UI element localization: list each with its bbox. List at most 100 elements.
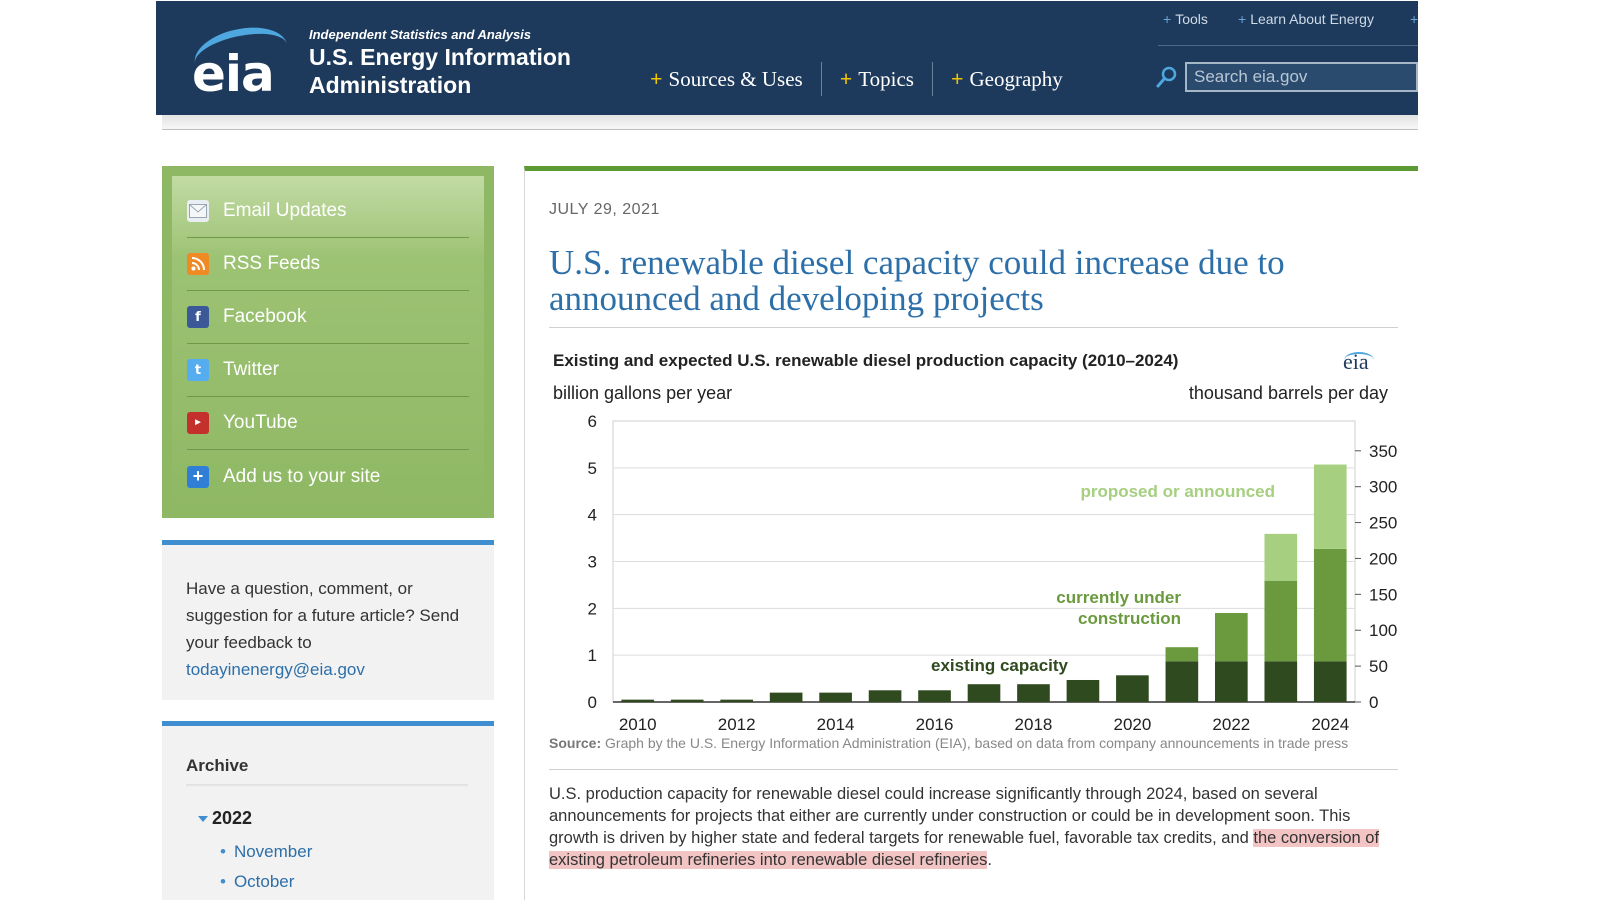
archive-month-label: November	[233, 842, 313, 861]
bar-segment	[918, 690, 951, 702]
social-label: YouTube	[223, 412, 298, 433]
annotation-existing: existing capacity	[931, 656, 1069, 675]
bar-segment	[621, 699, 655, 702]
plus-icon: +	[650, 66, 663, 91]
annotation-under-construction-1: currently under	[1056, 588, 1181, 607]
x-tick-label: 2020	[1113, 715, 1151, 734]
y-tick-label: 5	[588, 459, 597, 478]
site-header: eia Independent Statistics and Analysis …	[156, 1, 1418, 115]
article-title: U.S. renewable diesel capacity could inc…	[549, 243, 1285, 318]
feedback-box: Have a question, comment, or suggestion …	[162, 540, 494, 700]
bar-segment	[1165, 661, 1199, 702]
article-panel: JULY 29, 2021 U.S. renewable diesel capa…	[524, 166, 1418, 900]
tagline: Independent Statistics and Analysis	[309, 27, 532, 42]
y-right-tick-label: 50	[1369, 657, 1388, 676]
bar-segment	[1313, 661, 1347, 702]
feedback-email-link[interactable]: todayinenergy@eia.gov	[186, 660, 365, 679]
y-tick-label: 6	[588, 412, 597, 431]
archive-month-label: October	[233, 872, 295, 891]
youtube-icon: ▶	[187, 412, 209, 434]
org-name[interactable]: U.S. Energy Information Administration	[309, 44, 571, 98]
social-label: Twitter	[223, 359, 279, 380]
bullet-icon: •	[220, 872, 226, 891]
x-tick-label: 2018	[1015, 715, 1053, 734]
social-item-youtube[interactable]: ▶ YouTube	[187, 397, 469, 450]
util-link-more[interactable]: +	[1410, 11, 1422, 27]
y-tick-label: 4	[588, 506, 597, 525]
y-tick-label: 3	[588, 553, 597, 572]
bar-segment	[769, 692, 803, 702]
util-divider	[1158, 45, 1418, 46]
archive-year-2022[interactable]: 2022	[198, 808, 252, 829]
bar-segment	[720, 699, 753, 702]
social-item-facebook[interactable]: f Facebook	[187, 291, 469, 344]
article-date: JULY 29, 2021	[549, 201, 660, 218]
eia-logo[interactable]: eia	[186, 19, 293, 105]
bar-segment	[670, 699, 704, 702]
chart-ylabel-right: thousand barrels per day	[1188, 383, 1388, 403]
social-links-box: Email Updates RSS Feeds f Facebook t Twi…	[162, 166, 494, 518]
annotation-proposed: proposed or announced	[1080, 482, 1275, 501]
x-tick-label: 2016	[916, 715, 954, 734]
bar-segment	[1215, 661, 1248, 702]
social-label: Email Updates	[223, 200, 347, 221]
twitter-icon: t	[187, 359, 209, 381]
facebook-icon: f	[187, 306, 209, 328]
util-link-learn[interactable]: + Learn About Energy	[1238, 11, 1374, 27]
y-right-tick-label: 200	[1369, 549, 1397, 568]
bar-segment	[1264, 661, 1298, 702]
body-text-plain: U.S. production capacity for renewable d…	[549, 785, 1351, 847]
expand-triangle-icon	[198, 816, 208, 823]
nav-geography[interactable]: + Geography	[933, 61, 1081, 97]
bar-segment	[1165, 647, 1199, 662]
social-label: Facebook	[223, 306, 307, 327]
social-links-list: Email Updates RSS Feeds f Facebook t Twi…	[172, 176, 484, 508]
util-link-tools[interactable]: + Tools	[1163, 11, 1208, 27]
nav-divider	[820, 62, 822, 96]
feedback-prompt: Have a question, comment, or suggestion …	[186, 579, 460, 652]
title-divider	[549, 327, 1398, 328]
y-right-tick-label: 150	[1369, 585, 1397, 604]
bar-segment	[1264, 533, 1298, 581]
x-tick-label: 2010	[619, 715, 657, 734]
social-item-twitter[interactable]: t Twitter	[187, 344, 469, 397]
nav-sources-uses[interactable]: + Sources & Uses	[632, 61, 821, 97]
rss-icon	[187, 253, 209, 275]
chart: 0 1 2 3 4 5 6 0 50 100 150 200 250 300 350 2010 2012 2014…	[588, 412, 1398, 734]
chart-title: Existing and expected U.S. renewable die…	[553, 351, 1179, 370]
social-item-add[interactable]: + Add us to your site	[187, 450, 469, 503]
plus-icon: +	[1238, 11, 1247, 27]
source-text: Graph by the U.S. Energy Information Adm…	[605, 735, 1349, 751]
y-tick-label: 2	[588, 599, 597, 618]
social-label: Add us to your site	[223, 465, 381, 487]
x-tick-label: 2024	[1311, 715, 1349, 734]
bar-segment	[1313, 548, 1347, 662]
archive-divider	[186, 784, 468, 787]
bar-segment	[967, 684, 1001, 702]
y-tick-label: 1	[588, 646, 597, 665]
logo-text: eia	[192, 45, 275, 103]
bar-segment	[1215, 613, 1248, 662]
plus-icon: +	[1410, 11, 1419, 27]
search-icon[interactable]	[1156, 65, 1178, 89]
y-right-tick-label: 0	[1369, 693, 1378, 712]
archive-month-november[interactable]: • November	[220, 842, 312, 862]
bar-segment	[868, 690, 902, 702]
social-item-rss[interactable]: RSS Feeds	[187, 238, 469, 291]
search-input[interactable]	[1185, 62, 1418, 92]
main-nav: + Sources & Uses + Topics + Geography	[632, 61, 1081, 97]
chart-source: Source: Graph by the U.S. Energy Informa…	[549, 735, 1394, 751]
chart-eia-logo: eia	[1343, 349, 1374, 374]
social-item-email[interactable]: Email Updates	[187, 185, 469, 238]
bar-segment	[1017, 684, 1050, 702]
article-body: U.S. production capacity for renewable d…	[549, 783, 1399, 871]
nav-label: Sources & Uses	[668, 66, 803, 91]
bar-segment	[819, 692, 852, 702]
nav-divider	[931, 62, 933, 96]
plus-icon: +	[839, 66, 853, 91]
nav-topics[interactable]: + Topics	[822, 61, 932, 97]
plus-icon: +	[950, 66, 964, 91]
util-link-label: Tools	[1175, 11, 1208, 27]
social-label: RSS Feeds	[223, 253, 321, 274]
archive-month-october[interactable]: • October	[220, 872, 294, 892]
